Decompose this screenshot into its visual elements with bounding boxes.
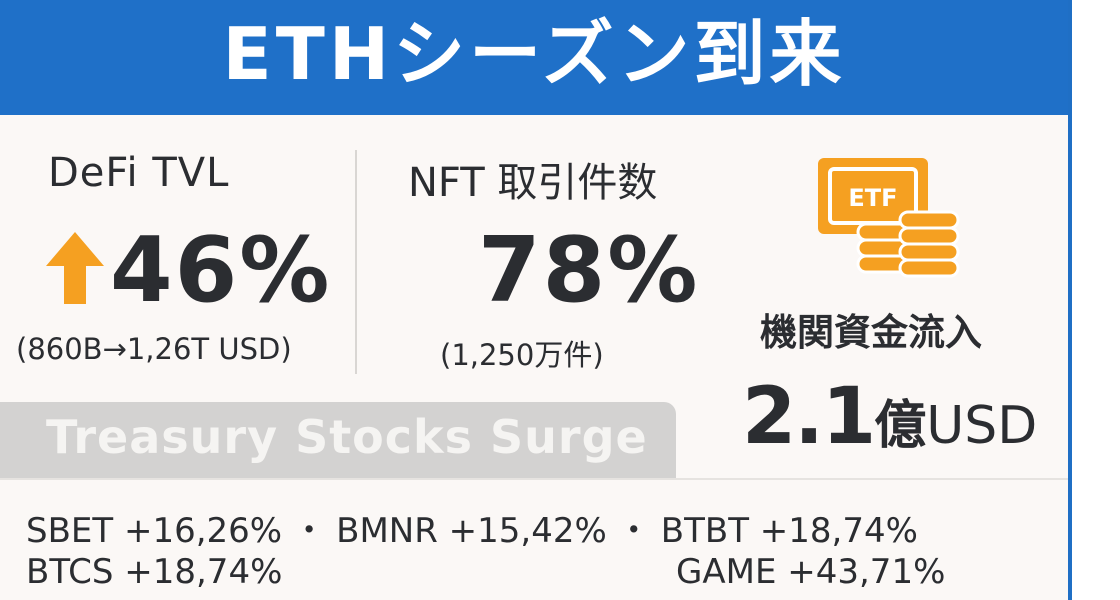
stock-row-2-right: GAME +43,71%: [676, 552, 945, 592]
stock-change: +18,74%: [759, 511, 918, 551]
nft-transactions-title: NFT 取引件数: [408, 160, 658, 206]
treasury-banner: [0, 402, 676, 478]
page-title: ETHシーズン到来: [222, 12, 846, 96]
stock-ticker: SBET: [26, 511, 114, 551]
infographic-page: ETHシーズン到来 DeFi TVL 46% (860B→1,26T USD) …: [0, 0, 1068, 592]
stock-ticker: GAME: [676, 552, 777, 592]
stock-change: +18,74%: [124, 552, 283, 592]
etf-coins-icon: ETF: [818, 158, 960, 278]
inflow-unit: 億: [874, 396, 927, 456]
nft-transactions-detail: (1,250万件): [440, 338, 604, 372]
treasury-banner-title: Treasury Stocks Surge: [46, 410, 648, 464]
defi-tvl-value: 46%: [110, 218, 332, 323]
stock-ticker: BTCS: [26, 552, 114, 592]
inflow-number: 2.1: [742, 372, 876, 462]
arrow-up-icon: [46, 232, 104, 304]
defi-tvl-title: DeFi TVL: [48, 150, 230, 196]
header-bar: [0, 0, 1068, 115]
section-divider: [0, 478, 1068, 480]
nft-transactions-value: 78%: [478, 218, 700, 323]
stock-change: +43,71%: [787, 552, 946, 592]
stock-change: +15,42%: [448, 511, 607, 551]
stock-separator: ・: [616, 511, 651, 551]
defi-tvl-detail: (860B→1,26T USD): [16, 332, 292, 366]
right-margin: [1072, 0, 1120, 600]
institutional-inflow-value: 2.1億USD: [742, 372, 1037, 462]
stock-row-1: SBET +16,26% ・ BMNR +15,42% ・ BTBT +18,74%: [26, 503, 918, 552]
etf-icon-label: ETF: [848, 184, 897, 212]
page-edge: [1068, 0, 1072, 600]
inflow-currency: USD: [926, 396, 1038, 456]
stock-row-2-left: BTCS +18,74%: [26, 552, 282, 592]
stock-ticker: BTBT: [660, 511, 749, 551]
stock-separator: ・: [292, 511, 327, 551]
institutional-inflow-label: 機関資金流入: [760, 311, 982, 354]
stock-ticker: BMNR: [336, 511, 438, 551]
stock-change: +16,26%: [123, 511, 283, 551]
column-divider: [355, 150, 357, 374]
